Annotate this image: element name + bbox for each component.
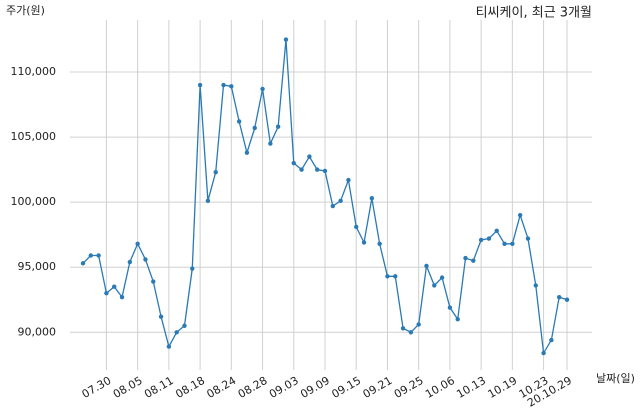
point	[424, 263, 429, 269]
x-tick-label: 08.05	[111, 374, 145, 401]
point	[564, 297, 570, 302]
y-tick-label: 110,000	[11, 65, 57, 78]
point	[307, 154, 312, 159]
point	[260, 86, 265, 92]
point	[112, 284, 117, 289]
point	[299, 167, 304, 172]
y-tick-label: 105,000	[11, 130, 57, 143]
x-tick-label: 08.11	[142, 374, 176, 401]
point	[494, 228, 499, 233]
point	[478, 237, 484, 243]
point	[322, 168, 328, 174]
point	[377, 241, 382, 246]
x-tick-label: 09.15	[329, 374, 363, 401]
x-tick-label: 09.03	[267, 374, 301, 401]
point	[393, 274, 398, 279]
x-tick-label: 10.06	[423, 374, 457, 401]
point	[549, 337, 554, 343]
point	[275, 124, 281, 129]
point	[525, 236, 531, 241]
point	[361, 240, 367, 245]
point	[439, 275, 445, 280]
point	[447, 305, 453, 310]
point	[151, 279, 156, 284]
point	[346, 177, 351, 183]
x-tick-label: 08.24	[205, 374, 239, 401]
point	[205, 198, 211, 204]
point	[80, 261, 86, 266]
point	[463, 255, 468, 261]
x-tick-label: 10.19	[486, 374, 520, 401]
y-tick-label: 90,000	[18, 325, 57, 338]
point	[416, 322, 421, 327]
point	[213, 170, 218, 175]
x-tick-label: 09.21	[361, 374, 395, 401]
point	[385, 274, 390, 279]
point	[158, 314, 164, 319]
point	[127, 259, 133, 265]
chart-title: 티씨케이, 최근 3개월	[476, 6, 592, 21]
point	[283, 37, 289, 42]
point	[96, 253, 101, 258]
point	[166, 344, 172, 349]
x-tick-label: 08.18	[173, 374, 207, 401]
point	[88, 253, 94, 258]
point	[104, 291, 109, 296]
point	[197, 82, 203, 88]
point	[174, 330, 179, 335]
point	[119, 294, 125, 300]
point	[541, 350, 546, 356]
x-tick-label: 08.28	[236, 374, 270, 401]
y-axis-label: 주가(원)	[6, 4, 45, 17]
point	[135, 241, 140, 246]
point	[229, 84, 234, 89]
point	[432, 283, 437, 288]
point	[190, 266, 195, 271]
point	[338, 198, 343, 204]
point	[408, 330, 414, 335]
point	[268, 141, 273, 146]
y-tick-label: 95,000	[18, 260, 57, 273]
point	[486, 236, 492, 241]
x-axis-label: 날짜(일)	[596, 371, 635, 385]
x-tick-label: 07.30	[80, 374, 114, 401]
point	[291, 160, 296, 166]
point	[510, 241, 515, 246]
point	[252, 125, 257, 131]
point	[556, 294, 562, 300]
point	[400, 326, 406, 331]
x-tick-label: 09.09	[298, 374, 332, 401]
point	[330, 203, 336, 209]
point	[244, 150, 250, 155]
point	[143, 257, 148, 262]
point	[455, 317, 460, 322]
x-tick-label: 10.13	[454, 374, 488, 401]
point	[533, 283, 538, 288]
point	[517, 212, 523, 218]
point	[182, 323, 187, 328]
point	[236, 119, 242, 124]
point	[354, 224, 359, 230]
point	[221, 82, 226, 88]
point	[369, 196, 375, 201]
point	[314, 167, 320, 172]
point	[502, 241, 507, 246]
point	[471, 258, 476, 263]
y-tick-label: 100,000	[11, 195, 57, 208]
x-tick-label: 09.25	[392, 374, 426, 401]
